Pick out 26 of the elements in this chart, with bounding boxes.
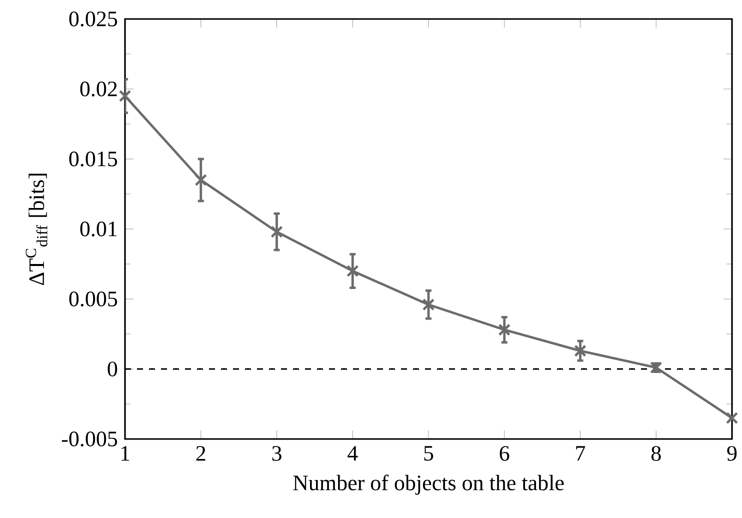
x-tick-label: 2 bbox=[196, 446, 206, 461]
x-tick-label: 3 bbox=[272, 446, 282, 461]
point bbox=[498, 324, 511, 336]
point bbox=[194, 174, 208, 186]
x-axis-title: Number of objects on the table bbox=[293, 474, 564, 495]
x-tick-label: 1 bbox=[121, 446, 130, 461]
x-tick-label: 8 bbox=[651, 446, 661, 461]
y-tick-label: 0.01 bbox=[80, 222, 117, 236]
y-tick-label: 0.005 bbox=[69, 292, 118, 306]
x-tick-label: 9 bbox=[727, 446, 737, 461]
y-tick-label: 0.015 bbox=[69, 152, 118, 166]
y-tick-label: 0.02 bbox=[80, 82, 117, 96]
point bbox=[118, 90, 132, 102]
y-tick-label: -0.005 bbox=[62, 432, 118, 446]
y-tick-label: 0 bbox=[108, 362, 118, 376]
y-tick-label: 0.025 bbox=[69, 12, 118, 26]
x-tick-label: 5 bbox=[424, 446, 434, 461]
x-tick-label: 7 bbox=[576, 446, 586, 460]
point bbox=[726, 412, 738, 424]
point bbox=[574, 344, 586, 357]
x-tick-label: 6 bbox=[500, 446, 510, 461]
point bbox=[270, 226, 283, 238]
x-tick-label: 4 bbox=[348, 446, 358, 461]
point bbox=[346, 264, 359, 278]
y-axis-title: ΔT$^{C}$$_{diff}$ [bits] bbox=[26, 174, 48, 286]
point bbox=[422, 298, 435, 311]
